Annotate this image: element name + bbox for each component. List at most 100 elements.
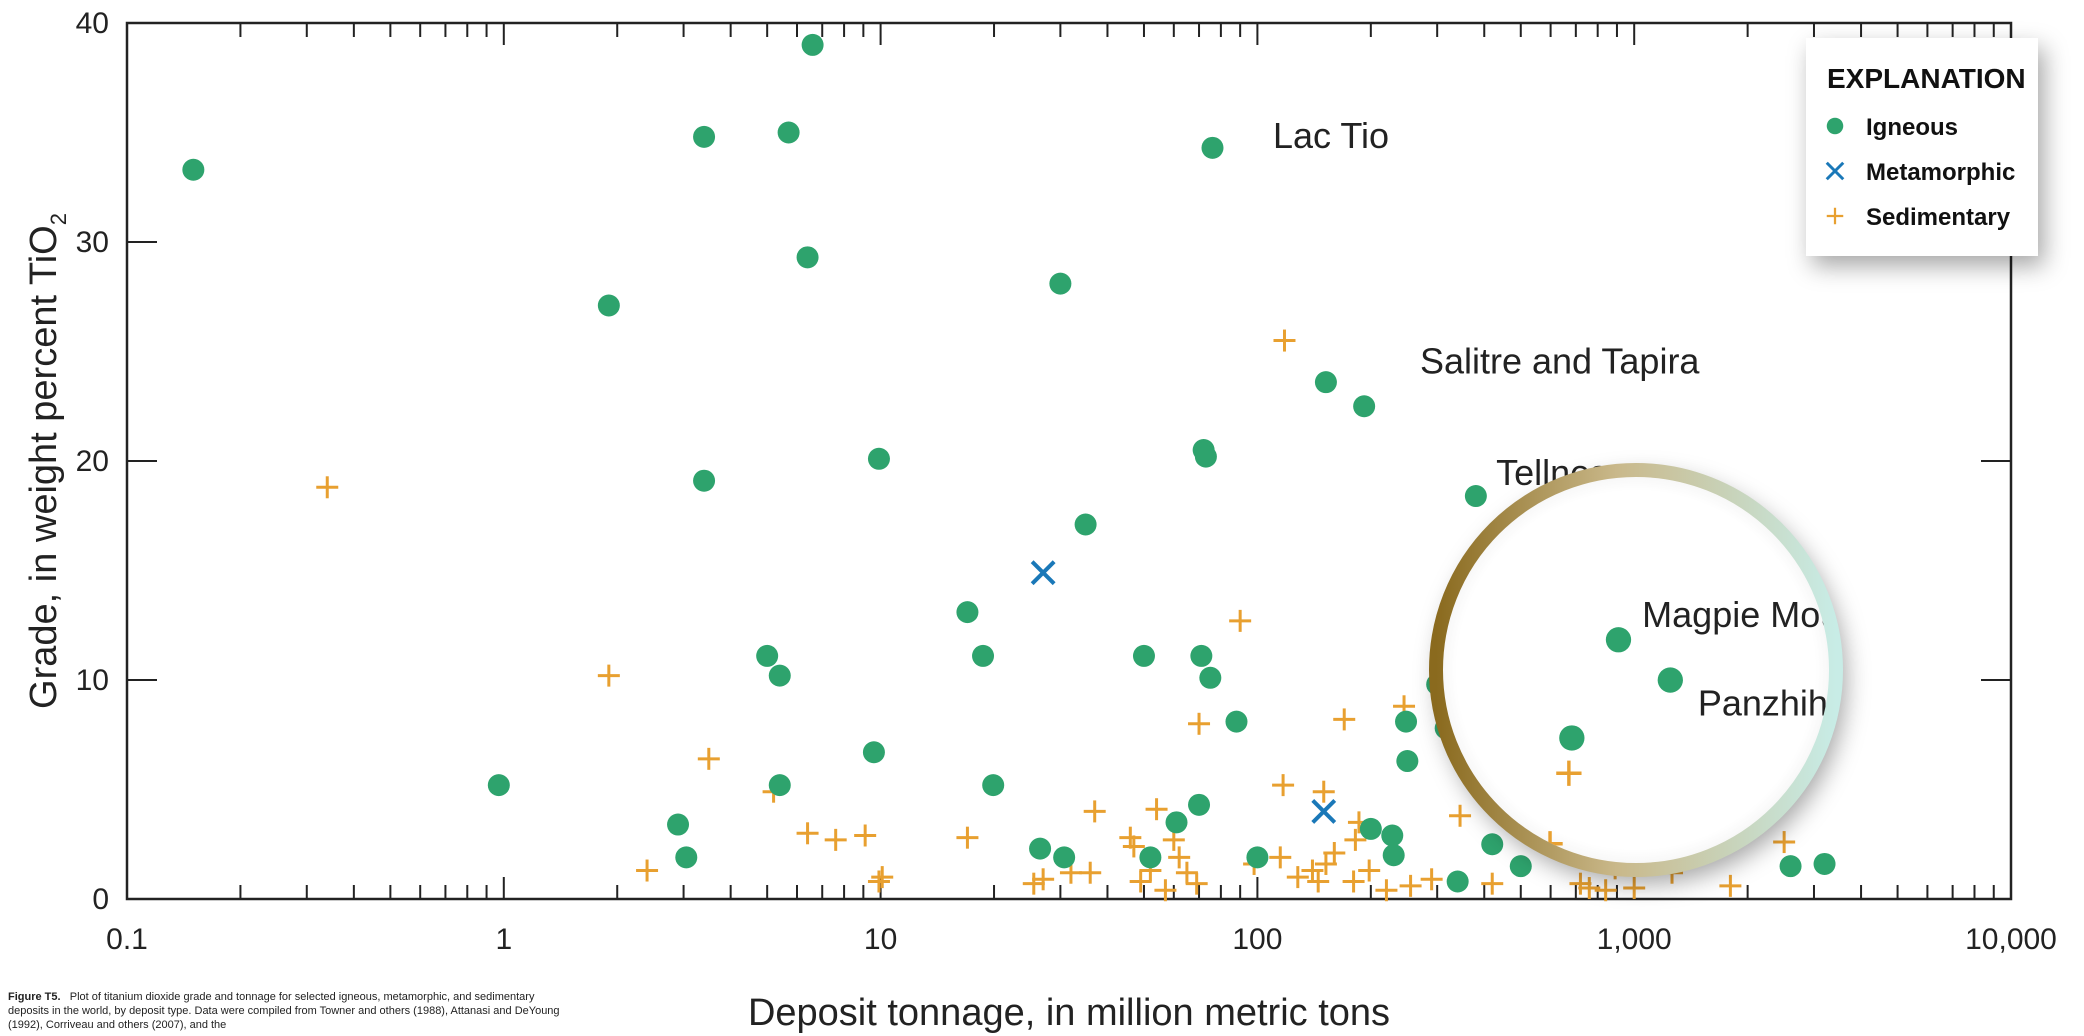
point-igneous	[1359, 817, 1382, 840]
point-igneous	[1132, 644, 1155, 667]
point-igneous	[1190, 644, 1213, 667]
point-igneous	[862, 741, 885, 764]
point-sedimentary	[1594, 879, 1617, 902]
point-sedimentary	[1188, 712, 1211, 735]
annotation-label: Lac Tio	[1273, 115, 1389, 156]
point-sedimentary	[1623, 877, 1646, 900]
point-igneous	[1446, 870, 1469, 893]
point-sedimentary	[1154, 879, 1177, 902]
point-igneous	[756, 644, 779, 667]
point-sedimentary	[824, 828, 847, 851]
x-tick-label: 1	[495, 923, 512, 956]
point-sedimentary	[871, 866, 894, 889]
point-sedimentary	[1375, 879, 1398, 902]
point-sedimentary	[1719, 874, 1742, 897]
x-tick-label: 10	[864, 923, 897, 956]
y-tick-label: 40	[76, 7, 109, 40]
point-igneous	[1201, 136, 1224, 159]
point-sedimentary	[1358, 859, 1381, 882]
point-sedimentary	[1122, 835, 1145, 858]
point-igneous	[768, 774, 791, 797]
y-axis-title: Grade, in weight percent TiO2	[23, 213, 71, 709]
point-igneous	[693, 125, 716, 148]
point-sedimentary	[1420, 868, 1443, 891]
point-igneous	[1779, 855, 1802, 878]
point-igneous	[1509, 855, 1532, 878]
point-igneous	[1657, 667, 1683, 693]
point-sedimentary	[1175, 861, 1198, 884]
legend-title: EXPLANATION	[1827, 63, 2026, 94]
data-points	[182, 33, 1836, 902]
point-igneous	[1029, 837, 1052, 860]
point-sedimentary	[1449, 804, 1472, 827]
point-igneous	[1826, 117, 1844, 135]
x-tick-label: 100	[1232, 923, 1282, 956]
y-tick-label: 30	[76, 226, 109, 259]
point-igneous	[1464, 485, 1487, 508]
point-igneous	[675, 846, 698, 869]
point-igneous	[1199, 666, 1222, 689]
point-sedimentary	[1273, 329, 1296, 352]
point-sedimentary	[1342, 870, 1365, 893]
point-igneous	[1314, 371, 1337, 394]
point-metamorphic	[1311, 798, 1337, 824]
point-sedimentary	[1481, 872, 1504, 895]
axis-ticks	[126, 22, 2011, 900]
point-igneous	[667, 813, 690, 836]
point-igneous	[487, 774, 510, 797]
point-igneous	[1139, 846, 1162, 869]
point-igneous	[1382, 844, 1405, 867]
y-tick-label: 20	[76, 445, 109, 478]
point-sedimentary	[1301, 859, 1324, 882]
legend-entry-label: Igneous	[1866, 114, 1958, 141]
annotation-label: Panzhihua	[1698, 682, 1869, 723]
point-igneous	[1605, 627, 1632, 653]
x-tick-label: 0.1	[106, 923, 148, 956]
x-tick-label: 1,000	[1597, 923, 1672, 956]
point-igneous	[972, 644, 995, 667]
point-igneous	[1813, 852, 1836, 875]
x-axis-title: Deposit tonnage, in million metric tons	[748, 992, 1390, 1034]
legend-box	[1806, 38, 2038, 256]
point-sedimentary	[1168, 846, 1191, 869]
point-sedimentary	[1079, 861, 1102, 884]
point-sedimentary	[1773, 831, 1796, 854]
point-igneous	[1396, 750, 1419, 773]
y-axis-title-subscript: 2	[46, 213, 71, 225]
point-sedimentary	[1399, 874, 1422, 897]
legend-entry-label: Metamorphic	[1866, 159, 2015, 186]
point-sedimentary	[1556, 760, 1582, 786]
point-igneous	[182, 158, 205, 181]
magnifier-lens: Magpie Mountain Panzhihua	[1429, 463, 1869, 877]
point-sedimentary	[1569, 872, 1592, 895]
point-igneous	[1225, 710, 1248, 733]
y-tick-labels: 0 10 20 30 40	[76, 7, 109, 916]
point-sedimentary	[1578, 877, 1601, 900]
point-igneous	[1246, 846, 1269, 869]
point-sedimentary	[697, 747, 720, 770]
point-sedimentary	[1032, 868, 1055, 891]
point-igneous	[867, 447, 890, 470]
x-tick-label: 10,000	[1965, 923, 2057, 956]
point-sedimentary	[1129, 870, 1152, 893]
figure-caption: Figure T5. Plot of titanium dioxide grad…	[8, 990, 568, 1032]
point-igneous	[1559, 725, 1585, 751]
point-igneous	[1353, 395, 1376, 418]
point-metamorphic	[1825, 161, 1845, 181]
legend-content: EXPLANATION Igneous Metamorphic Sedimentar…	[1825, 63, 2026, 231]
point-igneous	[956, 601, 979, 624]
point-igneous	[597, 294, 620, 317]
point-sedimentary	[316, 476, 339, 499]
point-sedimentary	[1286, 866, 1309, 889]
point-igneous	[777, 121, 800, 144]
y-tick-label: 0	[92, 883, 109, 916]
point-igneous	[796, 246, 819, 269]
point-sedimentary	[1307, 870, 1330, 893]
x-tick-labels: 0.1 1 10 100 1,000 10,000	[106, 923, 2057, 956]
point-igneous	[1194, 445, 1217, 468]
point-sedimentary	[597, 664, 620, 687]
point-igneous	[1395, 710, 1418, 733]
point-sedimentary	[1185, 872, 1208, 895]
